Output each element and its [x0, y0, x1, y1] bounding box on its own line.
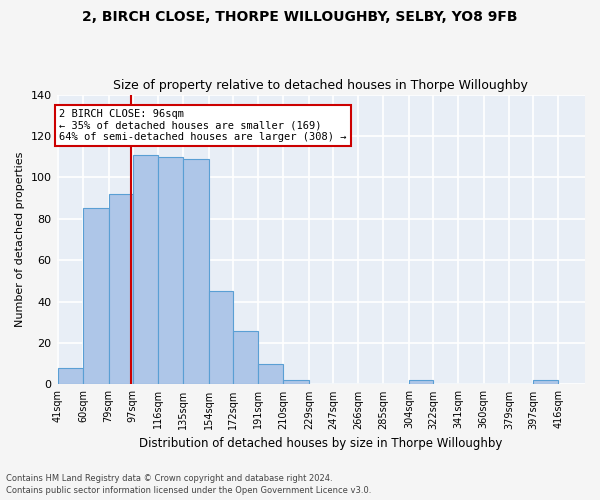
X-axis label: Distribution of detached houses by size in Thorpe Willoughby: Distribution of detached houses by size … [139, 437, 502, 450]
Bar [58, 368, 83, 384]
Bar [233, 330, 258, 384]
Bar [83, 208, 109, 384]
Bar [158, 156, 184, 384]
Bar [133, 154, 158, 384]
Bar [409, 380, 433, 384]
Text: 2, BIRCH CLOSE, THORPE WILLOUGHBY, SELBY, YO8 9FB: 2, BIRCH CLOSE, THORPE WILLOUGHBY, SELBY… [82, 10, 518, 24]
Text: 2 BIRCH CLOSE: 96sqm
← 35% of detached houses are smaller (169)
64% of semi-deta: 2 BIRCH CLOSE: 96sqm ← 35% of detached h… [59, 109, 347, 142]
Text: Contains HM Land Registry data © Crown copyright and database right 2024.
Contai: Contains HM Land Registry data © Crown c… [6, 474, 371, 495]
Bar [533, 380, 559, 384]
Bar [184, 158, 209, 384]
Bar [283, 380, 309, 384]
Bar [209, 292, 233, 384]
Y-axis label: Number of detached properties: Number of detached properties [15, 152, 25, 327]
Bar [258, 364, 283, 384]
Bar [109, 194, 133, 384]
Title: Size of property relative to detached houses in Thorpe Willoughby: Size of property relative to detached ho… [113, 79, 528, 92]
